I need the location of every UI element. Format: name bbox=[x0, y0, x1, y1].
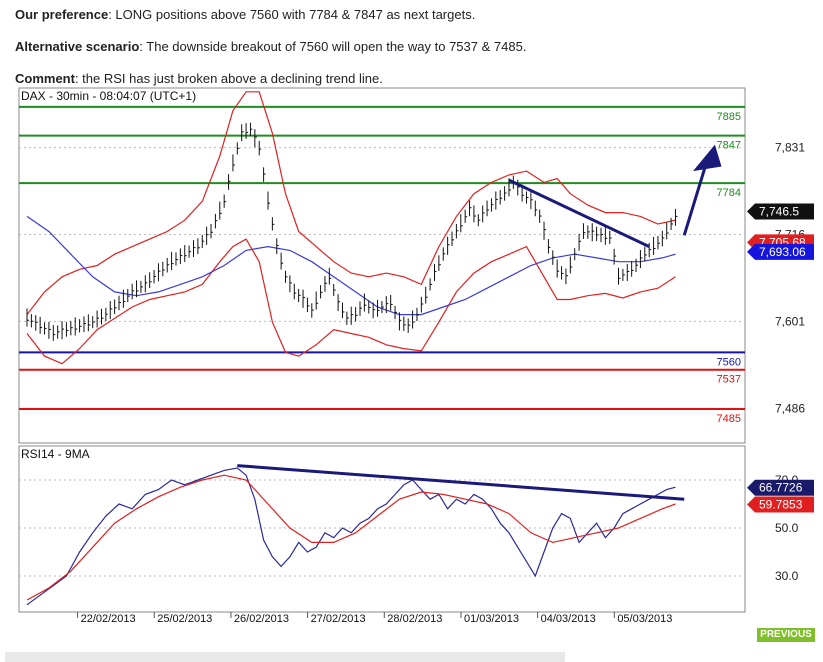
rsi-tag-rsi-bg bbox=[747, 479, 815, 496]
rsi-y-tick-label: 30.0 bbox=[775, 569, 799, 583]
level-label-7485: 7485 bbox=[717, 413, 741, 425]
rsi-panel-frame bbox=[18, 445, 746, 613]
x-tick-label: 22/02/2013 bbox=[81, 613, 136, 625]
preference-label: Our preference bbox=[15, 7, 109, 22]
rsi-tag-rsima-bg bbox=[747, 496, 815, 513]
footer-bar bbox=[5, 652, 565, 662]
rsi-tag-rsima: 59.7853 bbox=[759, 498, 803, 512]
level-label-7784: 7784 bbox=[717, 187, 741, 199]
comment-line: Comment: the RSI has just broken above a… bbox=[15, 71, 383, 86]
main-y-tick-label: 7,831 bbox=[775, 141, 805, 155]
comment-label: Comment bbox=[15, 71, 75, 86]
target-arrow-shaft bbox=[682, 163, 708, 236]
rsi-chart-title: RSI14 - 9MA bbox=[21, 447, 90, 461]
alternative-line: Alternative scenario: The downside break… bbox=[15, 39, 526, 54]
price-tag-last: 7,746.5 bbox=[759, 204, 799, 218]
rsi-tag-rsi: 66.7726 bbox=[759, 481, 803, 495]
price-trend-line bbox=[508, 178, 650, 248]
chart-container: 7,8317,7167,6017,48670.050.030.078857847… bbox=[15, 86, 815, 628]
x-tick-label: 28/02/2013 bbox=[387, 613, 442, 625]
rsi-line bbox=[26, 467, 676, 606]
chart-svg: 7,8317,7167,6017,48670.050.030.078857847… bbox=[18, 87, 815, 625]
level-label-7537: 7537 bbox=[717, 374, 741, 386]
level-label-7847: 7847 bbox=[717, 140, 741, 152]
rsi-trend-line bbox=[237, 464, 685, 501]
comment-text: : the RSI has just broken above a declin… bbox=[74, 71, 383, 86]
price-tag-ma: 7,693.06 bbox=[759, 245, 806, 259]
target-arrow-head bbox=[693, 144, 722, 172]
rsi-ma-line bbox=[26, 474, 676, 601]
lower-bollinger-band bbox=[26, 238, 676, 365]
x-tick-label: 04/03/2013 bbox=[541, 613, 596, 625]
level-label-7885: 7885 bbox=[717, 111, 741, 123]
previous-button[interactable]: PREVIOUS bbox=[757, 628, 815, 642]
alternative-label: Alternative scenario bbox=[15, 39, 140, 54]
x-tick-label: 26/02/2013 bbox=[234, 613, 289, 625]
price-tag-last-bg bbox=[747, 203, 815, 220]
x-tick-label: 27/02/2013 bbox=[311, 613, 366, 625]
main-y-tick-label: 7,486 bbox=[775, 401, 805, 415]
x-tick-label: 01/03/2013 bbox=[464, 613, 519, 625]
preference-line: Our preference: LONG positions above 756… bbox=[15, 7, 475, 22]
x-tick-label: 25/02/2013 bbox=[157, 613, 212, 625]
main-y-tick-label: 7,601 bbox=[775, 314, 805, 328]
upper-bollinger-band bbox=[26, 91, 676, 315]
level-label-7560: 7560 bbox=[717, 356, 741, 368]
preference-text: : LONG positions above 7560 with 7784 & … bbox=[108, 7, 476, 22]
main-chart-title: DAX - 30min - 08:04:07 (UTC+1) bbox=[21, 89, 196, 103]
main-panel-frame bbox=[18, 87, 746, 444]
x-tick-label: 05/03/2013 bbox=[617, 613, 672, 625]
alternative-text: : The downside breakout of 7560 will ope… bbox=[139, 39, 527, 54]
rsi-y-tick-label: 50.0 bbox=[775, 521, 799, 535]
price-tag-ma-bg bbox=[747, 243, 815, 260]
